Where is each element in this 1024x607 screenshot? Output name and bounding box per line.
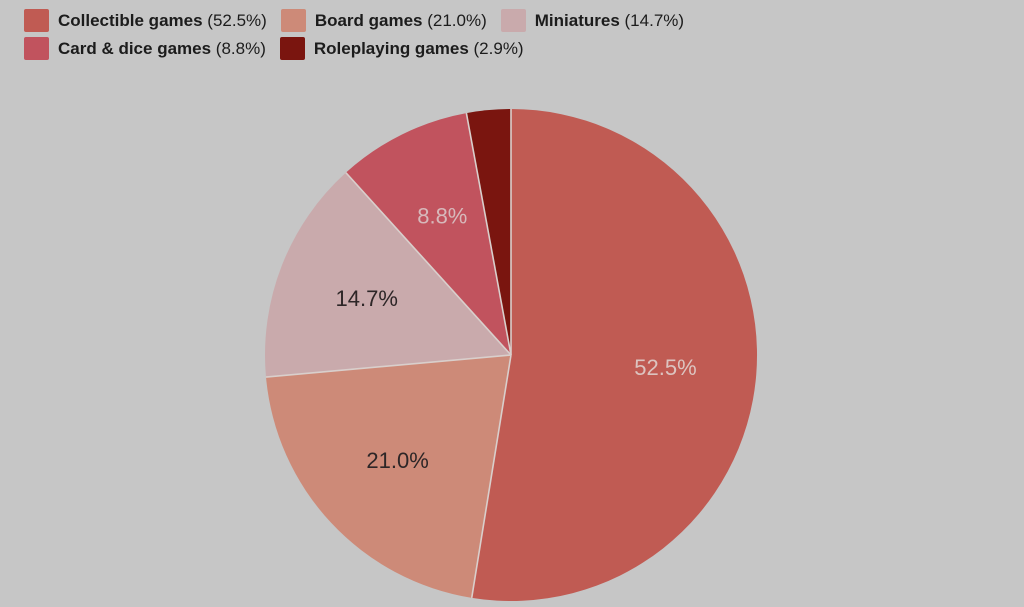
slice-separator	[265, 354, 512, 378]
legend-item-miniatures[interactable]: Miniatures (14.7%)	[500, 8, 684, 33]
legend-label-value: (2.9%)	[468, 39, 524, 58]
legend-label: Collectible games (52.5%)	[58, 8, 267, 33]
legend-label-name: Card & dice games	[58, 39, 212, 58]
legend-label: Board games (21.0%)	[315, 8, 487, 33]
legend-swatch	[500, 9, 526, 32]
legend-label-name: Board games	[314, 11, 423, 30]
slice-value-label: 21.0%	[366, 448, 428, 473]
legend-swatch	[279, 37, 305, 60]
slice-separator	[470, 354, 512, 598]
slice-value-label: 14.7%	[336, 286, 398, 311]
legend-item-board-games[interactable]: Board games (21.0%)	[280, 8, 487, 33]
legend-label-value: (14.7%)	[619, 11, 685, 30]
legend-item-roleplaying-games[interactable]: Roleplaying games (2.9%)	[279, 36, 524, 61]
legend-label: Miniatures (14.7%)	[535, 8, 684, 33]
slice-value-label: 52.5%	[634, 355, 696, 380]
legend-swatch	[24, 9, 49, 32]
slice-separator	[345, 172, 512, 356]
legend-label-value: (21.0%)	[422, 11, 487, 30]
legend-item-collectible-games[interactable]: Collectible games (52.5%)	[24, 8, 267, 33]
pie-slice-board-games[interactable]	[265, 355, 511, 598]
legend-label-value: (8.8%)	[211, 39, 266, 58]
legend-label-value: (52.5%)	[202, 11, 267, 30]
slice-separator	[465, 112, 512, 356]
slice-value-label: 8.8%	[417, 204, 467, 229]
legend-label-name: Collectible games	[58, 11, 203, 30]
pie-slice-card-dice-games[interactable]	[345, 113, 511, 355]
pie-slice-miniatures[interactable]	[265, 172, 511, 378]
legend-label: Card & dice games (8.8%)	[58, 36, 266, 61]
chart-legend: Collectible games (52.5%) Board games (21…	[24, 8, 794, 61]
legend-label-name: Miniatures	[534, 11, 620, 30]
legend-swatch	[280, 9, 306, 32]
pie-slice-collectible-games[interactable]	[471, 109, 758, 601]
legend-label: Roleplaying games (2.9%)	[314, 36, 524, 61]
legend-item-card-dice-games[interactable]: Card & dice games (8.8%)	[24, 36, 266, 61]
legend-label-name: Roleplaying games	[313, 39, 469, 58]
legend-swatch	[24, 37, 49, 60]
